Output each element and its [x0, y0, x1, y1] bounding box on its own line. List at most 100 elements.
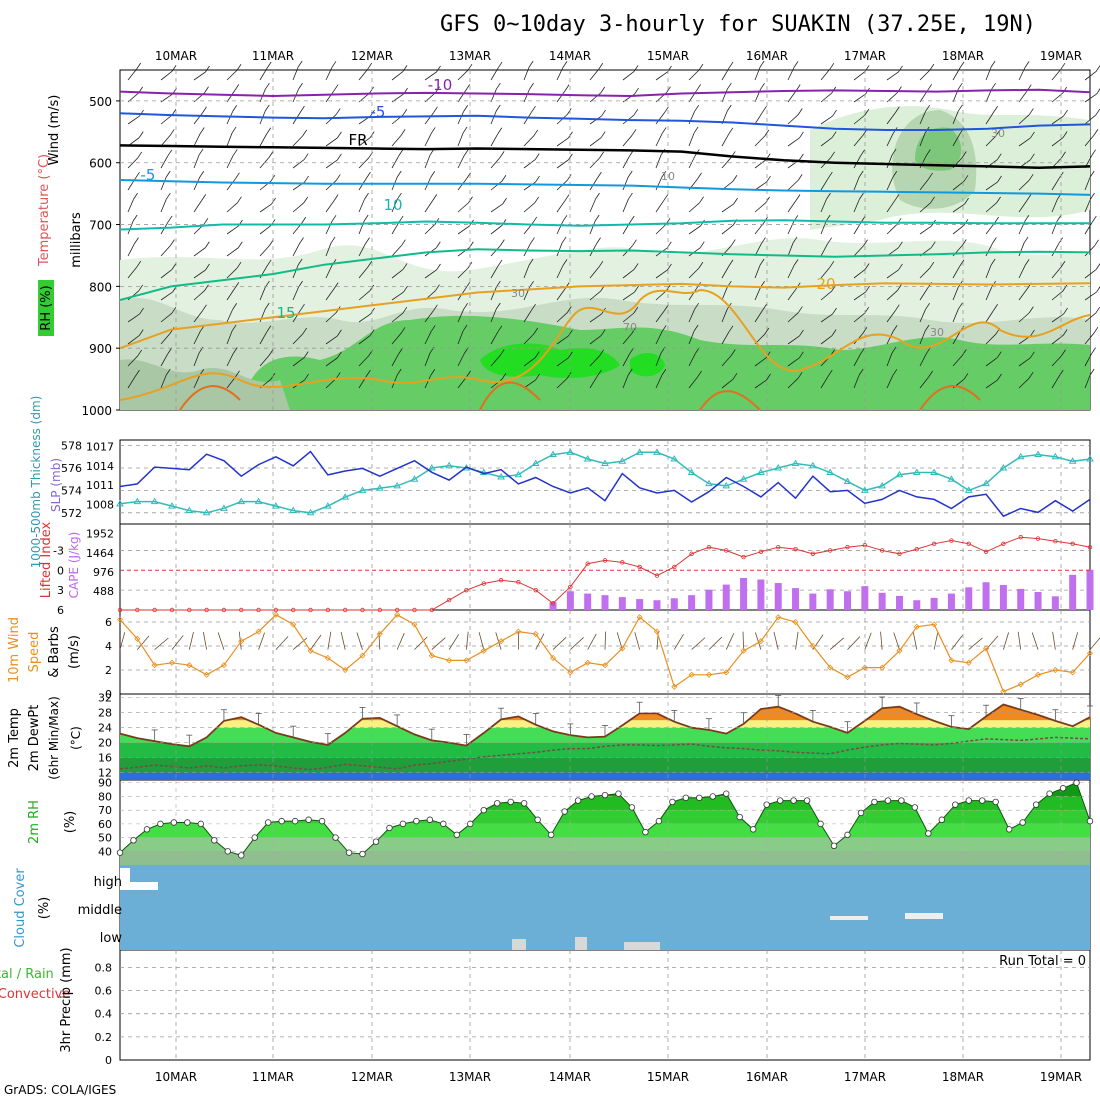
temperature-label: 10 — [383, 196, 402, 214]
rh-point — [158, 821, 164, 827]
wind-barb-flag — [600, 152, 604, 158]
wind-barb — [623, 199, 628, 212]
pressure-tick: 600 — [89, 157, 112, 171]
wind-barb — [491, 89, 496, 102]
li-tick: 6 — [57, 604, 64, 617]
wind-barb-flag — [1095, 240, 1099, 246]
wind-barb — [260, 204, 272, 212]
wind-barb-flag — [235, 84, 239, 90]
wind-barb-flag — [436, 264, 440, 270]
cape-bar — [671, 598, 678, 610]
wind-barb — [218, 633, 224, 650]
wind-barb-flag — [567, 108, 571, 114]
wind-barb — [969, 638, 983, 650]
wind-barb — [1085, 71, 1096, 80]
wind10m-axis-label-4: (m/s) — [67, 635, 82, 669]
rh-point — [683, 795, 689, 801]
wind-barb — [722, 89, 727, 102]
temp-tick: 16 — [98, 752, 112, 765]
wind-barb-flag — [233, 149, 237, 155]
slp-tick: 1014 — [86, 460, 114, 473]
cape-bar — [913, 600, 920, 610]
wind-barb — [227, 90, 235, 102]
wind-barbs-10m — [120, 632, 1100, 650]
wind-barb — [553, 637, 566, 649]
wind-barb — [458, 203, 469, 212]
panel-frame — [120, 440, 1090, 524]
wind-barb-flag — [433, 194, 437, 200]
rh-point — [171, 820, 177, 826]
date-label-bottom: 10MAR — [155, 1070, 197, 1084]
date-label-bottom: 11MAR — [252, 1070, 294, 1084]
wind-barb — [227, 70, 237, 80]
wind-barb-flag — [431, 127, 435, 133]
wind-barb-flag — [535, 154, 539, 160]
wind-barb — [557, 221, 563, 234]
wind-barb-flag — [700, 197, 704, 203]
wind-barb-flag — [366, 238, 370, 244]
wind-barb-flag — [205, 87, 209, 93]
cape-tick: 976 — [93, 566, 114, 579]
rh-point — [831, 843, 837, 849]
rh-point — [858, 810, 864, 816]
rh-point — [602, 792, 608, 798]
cloud-low-block — [624, 942, 660, 950]
temp-band — [120, 743, 1090, 758]
wind-barb — [227, 179, 235, 190]
rh-point — [723, 791, 729, 797]
wind-barb — [326, 138, 337, 146]
wind-barb-flag — [336, 174, 340, 180]
wind-barb-flag — [302, 217, 306, 223]
pressure-tick: 800 — [89, 280, 112, 294]
wind-barb-flag — [628, 171, 632, 177]
wind-barb — [524, 136, 534, 146]
wind-barb-flag — [300, 238, 304, 244]
wind-barb — [934, 632, 938, 650]
wind-barb — [194, 200, 202, 212]
rh-tick: 50 — [98, 832, 112, 845]
wind-barb — [674, 634, 683, 649]
wind-barb — [788, 180, 798, 190]
wind-barb-flag — [269, 151, 273, 157]
wind-barb — [260, 134, 267, 146]
wind-barb-flag — [630, 216, 634, 222]
wind-barb — [635, 632, 640, 649]
cape-bar — [1017, 589, 1024, 610]
wind-barb-flag — [1097, 88, 1100, 94]
temperature-axis-label: Temperature (°C) — [37, 154, 52, 267]
wind-barb-flag — [334, 195, 338, 201]
rh-tick: 90 — [98, 777, 112, 790]
rh-point — [427, 817, 433, 823]
rh-point — [265, 820, 271, 826]
rh-point — [521, 801, 527, 807]
wind-barb-flag — [799, 132, 803, 138]
wind-barb-flag — [562, 237, 566, 243]
rh-point — [1033, 802, 1039, 808]
rh-label: 10 — [661, 170, 675, 183]
wind-barb-flag — [530, 238, 534, 244]
wind-barb-flag — [1097, 286, 1100, 292]
wind-barb — [432, 638, 446, 650]
wind-barb-flag — [469, 197, 473, 203]
wind-barb-flag — [1024, 237, 1028, 243]
cape-bar — [809, 594, 816, 610]
cape-bar — [723, 585, 730, 610]
rh-point — [697, 795, 703, 801]
wind-barb-flag — [799, 154, 803, 160]
cape-bar — [896, 596, 903, 610]
wind-barb — [1090, 636, 1100, 650]
wind-barb — [458, 133, 463, 146]
wind-barb — [161, 199, 166, 212]
wind-barb — [359, 199, 365, 212]
wind-barb-flag — [399, 216, 403, 222]
wind-barb-flag — [958, 83, 962, 89]
wind-barb — [425, 113, 433, 124]
wind-barb-flag — [531, 106, 535, 112]
cloud-high-block — [120, 882, 158, 890]
wind-barb — [854, 71, 865, 80]
wind-barb — [392, 135, 401, 146]
wind-barb — [161, 246, 170, 256]
wind-barb-flag — [700, 242, 704, 248]
wind-barb-flag — [503, 198, 507, 204]
temp-tick: 32 — [98, 692, 112, 705]
